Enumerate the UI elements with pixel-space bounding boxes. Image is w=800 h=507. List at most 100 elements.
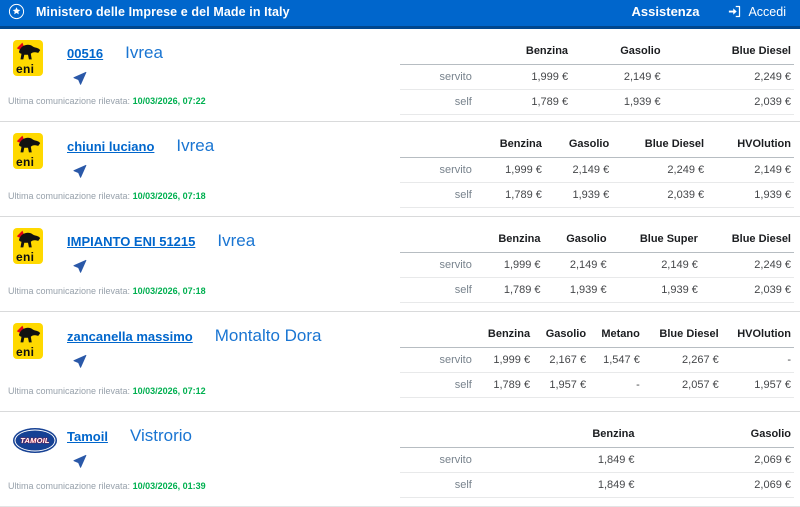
eni-logo-text: eni [16, 155, 35, 169]
price-row-self: self 1,789 €1,939 €2,039 € [400, 89, 794, 115]
eni-logo: eni [13, 228, 43, 264]
price-value: 1,789 € [474, 89, 572, 115]
timestamp-label: Ultima comunicazione rilevata: [8, 481, 131, 491]
price-value: 1,939 € [544, 182, 613, 208]
price-value: 2,249 € [612, 157, 708, 183]
service-type-label: servito [400, 64, 475, 90]
assistenza-link[interactable]: Assistenza [631, 4, 700, 19]
price-value: 2,149 € [571, 64, 664, 90]
prices-table: Benzina Gasolio Blue Diesel servito 1,999 €… [400, 42, 794, 115]
station-name-link[interactable]: Tamoil [67, 429, 108, 444]
navigate-arrow-icon[interactable] [73, 70, 88, 85]
fuel-column-header: HVOlution [721, 325, 794, 348]
empty-header-cell [400, 135, 475, 158]
service-type-label: self [400, 472, 475, 498]
timestamp-value: 10/03/2026, 07:12 [132, 386, 206, 396]
station-name-link[interactable]: zancanella massimo [67, 329, 193, 344]
price-value: 1,849 € [474, 447, 638, 473]
price-value: 1,547 € [589, 347, 643, 373]
service-type-label: self [400, 372, 475, 398]
price-value: 2,149 € [543, 252, 610, 278]
accedi-link[interactable]: Accedi [727, 4, 786, 19]
tamoil-logo: TAMOIL [13, 428, 57, 453]
fuel-column-header: Benzina [474, 325, 534, 348]
price-value: 2,039 € [700, 277, 794, 303]
station-info: eni TAMOIL Tamoil Vistrorio [0, 412, 400, 506]
timestamp-value: 10/03/2026, 07:18 [132, 286, 206, 296]
last-communication: Ultima comunicazione rilevata: 10/03/202… [8, 191, 206, 201]
fuel-column-header: HVOlution [707, 135, 794, 158]
station-info: eni TAMOIL zancanella massimo Montalto D… [0, 312, 400, 411]
eni-logo: eni [13, 40, 43, 76]
navigate-arrow-icon[interactable] [73, 453, 88, 468]
fuel-header-row: Benzina Gasolio Blue Super Blue Diesel [400, 230, 794, 253]
service-type-label: servito [400, 447, 475, 473]
service-type-label: servito [400, 157, 475, 183]
fuel-column-header: Blue Diesel [663, 42, 794, 65]
eni-logo: eni [13, 323, 43, 359]
price-value: 2,149 € [544, 157, 613, 183]
navigate-arrow-icon[interactable] [73, 258, 88, 273]
price-value: 1,957 € [721, 372, 794, 398]
prices-table: Benzina Gasolio Blue Diesel HVOlution servi… [400, 135, 794, 208]
fuel-header-row: Benzina Gasolio Blue Diesel HVOlution [400, 135, 794, 158]
last-communication: Ultima comunicazione rilevata: 10/03/202… [8, 286, 206, 296]
fuel-column-header: Benzina [474, 230, 544, 253]
timestamp-label: Ultima comunicazione rilevata: [8, 96, 131, 106]
fuel-column-header: Gasolio [544, 135, 613, 158]
price-value: 2,039 € [612, 182, 708, 208]
station-card: eni TAMOIL chiuni luciano Ivrea [0, 122, 800, 217]
last-communication: Ultima comunicazione rilevata: 10/03/202… [8, 481, 206, 491]
empty-header-cell [400, 230, 475, 253]
eni-logo: eni [13, 133, 43, 169]
price-panel: Benzina Gasolio servito 1,849 €2,069 € self… [400, 412, 800, 506]
price-row-servito: servito 1,999 €2,167 €1,547 €2,267 € - [400, 347, 794, 373]
price-row-self: self 1,849 €2,069 € [400, 472, 794, 498]
station-city: Vistrorio [129, 426, 192, 445]
italy-emblem-icon [8, 3, 25, 20]
timestamp-value: 10/03/2026, 07:22 [132, 96, 206, 106]
price-value: 2,267 € [642, 347, 722, 373]
timestamp-label: Ultima comunicazione rilevata: [8, 386, 131, 396]
navigate-arrow-icon[interactable] [73, 163, 88, 178]
timestamp-label: Ultima comunicazione rilevata: [8, 286, 131, 296]
price-value: 1,939 € [543, 277, 610, 303]
empty-header-cell [400, 325, 475, 348]
price-value: 1,939 € [571, 89, 664, 115]
station-card: eni TAMOIL IMPIANTO ENI 51215 Ivrea [0, 217, 800, 312]
fuel-column-header: Gasolio [543, 230, 610, 253]
price-value: 1,999 € [474, 64, 572, 90]
station-name-link[interactable]: chiuni luciano [67, 139, 155, 154]
empty-header-cell [400, 42, 475, 65]
price-value: 1,789 € [474, 372, 534, 398]
timestamp-value: 10/03/2026, 07:18 [132, 191, 206, 201]
service-type-label: self [400, 277, 475, 303]
price-value: 2,149 € [707, 157, 794, 183]
top-navbar: Ministero delle Imprese e del Made in It… [0, 0, 800, 29]
price-panel: Benzina Gasolio Metano Blue Diesel HVOlution… [400, 312, 800, 411]
price-panel: Benzina Gasolio Blue Super Blue Diesel serv… [400, 217, 800, 311]
price-panel: Benzina Gasolio Blue Diesel HVOlution servi… [400, 122, 800, 216]
station-card: eni TAMOIL Tamoil Vistrorio [0, 412, 800, 507]
price-value: 1,957 € [533, 372, 590, 398]
fuel-column-header: Blue Diesel [700, 230, 794, 253]
navigate-arrow-icon[interactable] [73, 353, 88, 368]
station-name-link[interactable]: 00516 [67, 46, 104, 61]
station-name-link[interactable]: IMPIANTO ENI 51215 [67, 234, 196, 249]
price-value: 1,939 € [609, 277, 701, 303]
timestamp-value: 10/03/2026, 01:39 [132, 481, 206, 491]
price-value: 2,167 € [533, 347, 590, 373]
login-icon [729, 5, 741, 18]
price-row-self: self 1,789 €1,939 €1,939 €2,039 € [400, 277, 794, 303]
station-city: Montalto Dora [214, 326, 322, 345]
price-value: 1,939 € [707, 182, 794, 208]
tamoil-logo-text: TAMOIL [20, 436, 50, 445]
eni-logo-text: eni [16, 250, 35, 264]
price-value: 1,999 € [474, 157, 545, 183]
eni-logo-text: eni [16, 345, 35, 359]
price-row-servito: servito 1,999 €2,149 €2,149 €2,249 € [400, 252, 794, 278]
fuel-column-header: Benzina [474, 42, 572, 65]
price-value: - [589, 372, 643, 398]
fuel-column-header: Gasolio [533, 325, 590, 348]
price-value: 2,069 € [637, 472, 794, 498]
